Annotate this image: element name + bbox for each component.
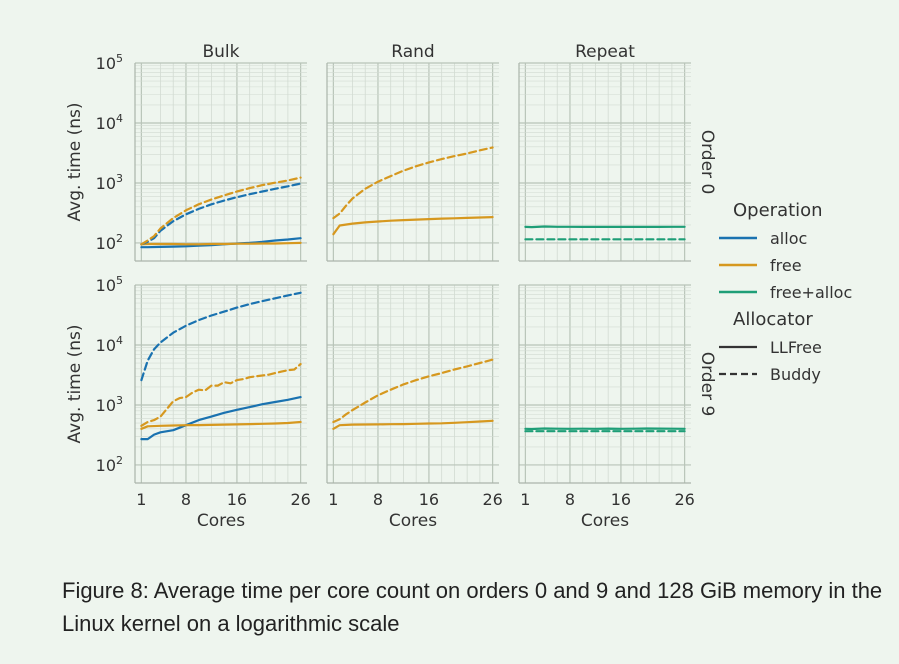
x-tick-label: 1 [520,490,530,509]
x-tick-label: 8 [565,490,575,509]
y-axis-label: Avg. time (ns) [65,325,85,444]
y-tick-label: 103 [96,394,123,415]
panel-order-9-repeat: 1 8 16 26 Cores Order 9 [518,284,717,531]
series-free-llfree [332,216,494,236]
series-free-alloc-llfree [524,225,686,229]
y-axis-label: Avg. time (ns) [65,103,85,222]
y-tick-label: 103 [96,172,123,193]
x-axis-label: Cores [197,511,245,531]
series-alloc-buddy [140,182,302,246]
x-tick-label: 8 [373,490,383,509]
legend-label-buddy: Buddy [770,365,821,384]
series-alloc-llfree [140,396,302,441]
legend: Operation alloc free free+alloc Allocator LLF… [719,200,852,384]
x-axis-label: Cores [389,511,437,531]
panel-order-0-bulk: Bulk 102 103 104 105 Avg. time (ns) [65,42,307,262]
y-tick-label: 105 [96,274,123,295]
x-tick-label: 26 [290,490,310,509]
x-tick-label: 26 [674,490,694,509]
y-tick-label: 104 [96,334,123,355]
column-title-rand: Rand [391,42,434,62]
x-tick-label: 16 [419,490,439,509]
series-free-llfree [332,419,494,430]
x-axis-label: Cores [581,511,629,531]
x-tick-label: 1 [136,490,146,509]
panel-order-9-rand: 1 8 16 26 Cores [326,284,503,531]
faceted-line-chart: Bulk 102 103 104 105 Avg. time (ns) Rand Repeat… [65,42,852,531]
panel-order-0-repeat: Repeat Order 0 [518,42,717,262]
x-tick-label: 1 [328,490,338,509]
y-tick-label: 102 [96,232,123,253]
panel-order-9-bulk: 1 8 16 26 Cores 102 103 104 105 Avg. time (ns) [65,274,311,531]
legend-label-alloc: alloc [770,229,807,248]
series-free-buddy [140,176,302,246]
x-tick-label: 26 [482,490,502,509]
column-title-bulk: Bulk [202,42,239,62]
legend-label-free: free [770,256,802,275]
series-alloc-buddy [140,291,302,382]
legend-title-allocator: Allocator [733,309,813,330]
x-tick-label: 16 [227,490,247,509]
y-tick-label: 104 [96,112,123,133]
series-free-buddy [332,146,494,220]
series-free-llfree [140,420,302,430]
row-label-order-9: Order 9 [697,352,717,417]
figure-caption: Figure 8: Average time per core count on… [62,578,883,636]
panel-order-0-rand: Rand [326,42,499,262]
legend-label-llfree: LLFree [770,338,822,357]
series-free-buddy [332,358,494,424]
series-free-alloc-llfree [524,427,686,431]
series-free-llfree [140,241,302,246]
y-tick-label: 105 [96,52,123,73]
x-tick-label: 16 [611,490,631,509]
y-tick-label: 102 [96,454,123,475]
legend-label-free-alloc: free+alloc [770,283,852,302]
legend-title-operation: Operation [733,200,823,221]
row-label-order-0: Order 0 [697,130,717,195]
series-free-buddy [140,363,302,427]
column-title-repeat: Repeat [575,42,635,62]
x-tick-label: 8 [181,490,191,509]
